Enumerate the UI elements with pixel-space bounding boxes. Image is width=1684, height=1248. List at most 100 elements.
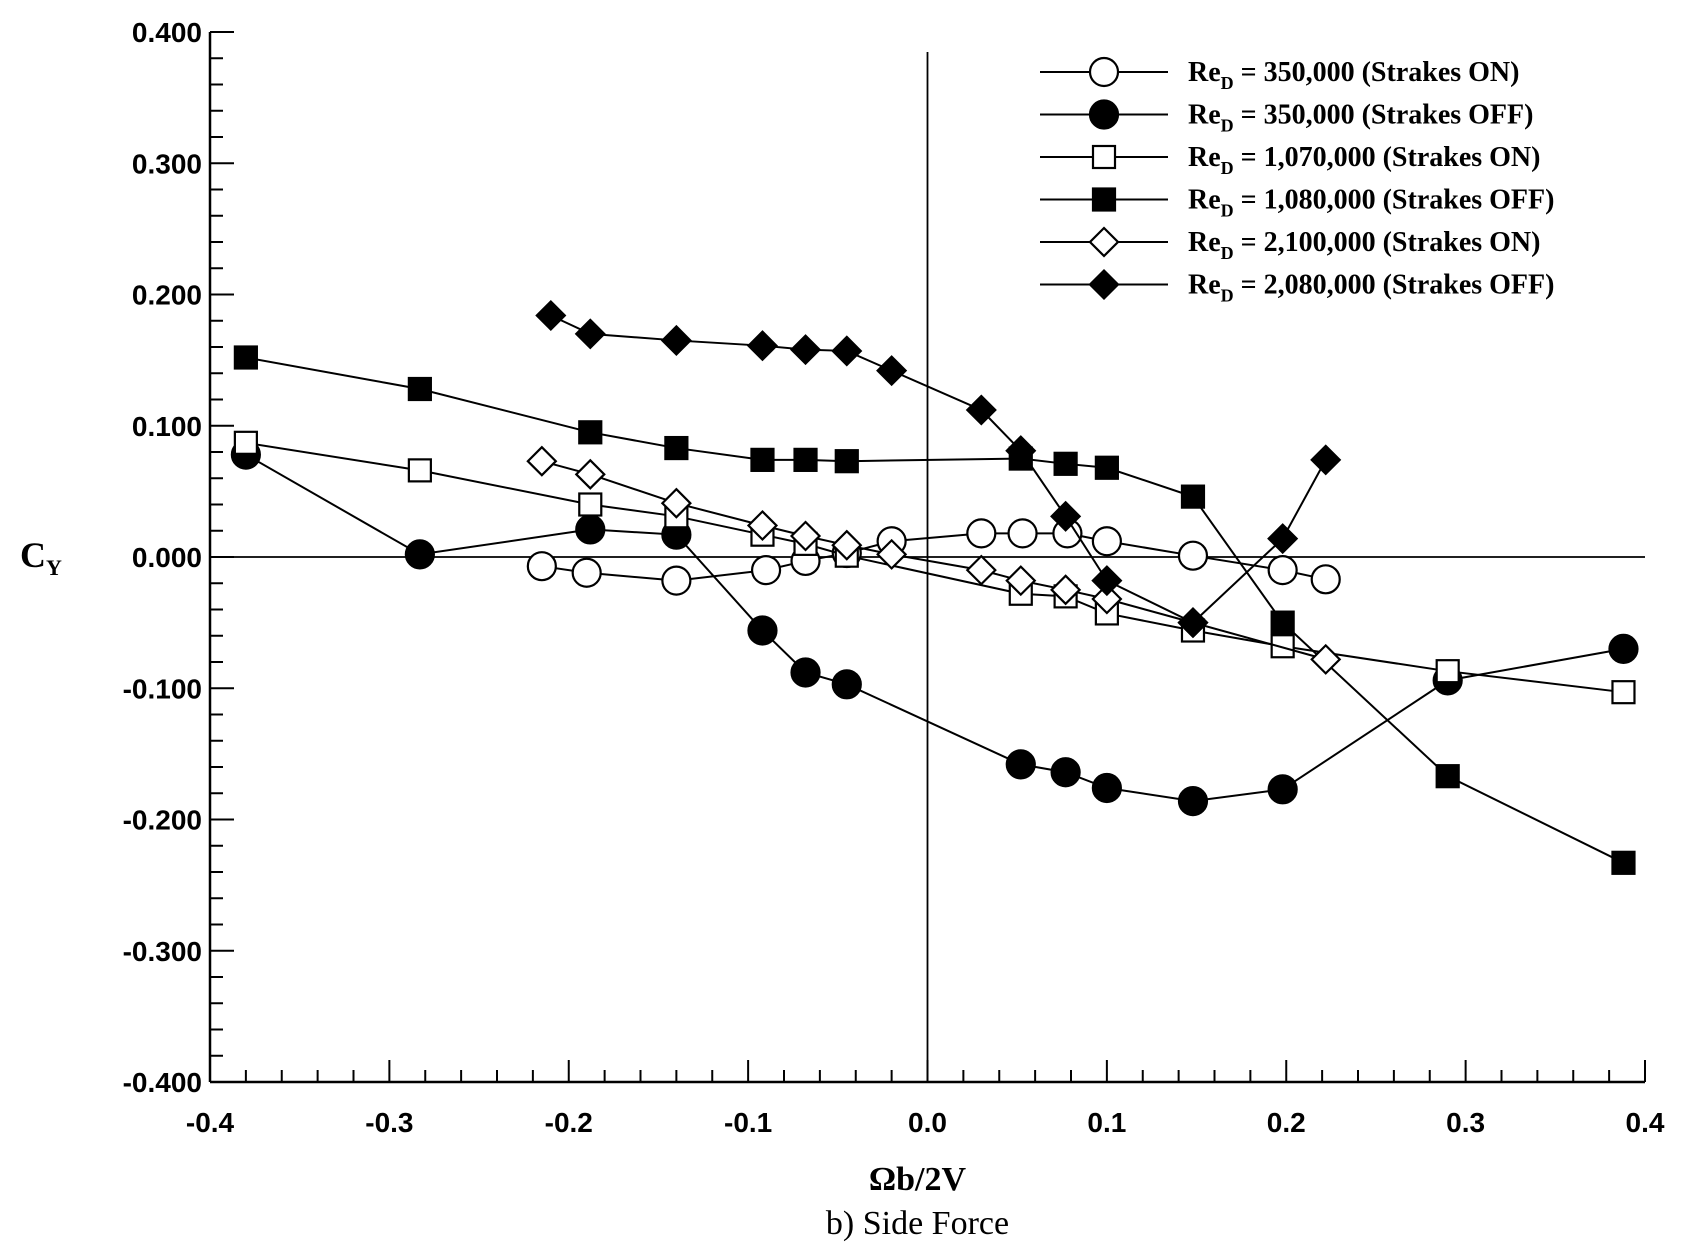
legend: ReD = 350,000 (Strakes ON) ReD = 350,000 … [1040,56,1554,306]
y-tick-label: -0.300 [123,936,202,967]
data-point [1050,574,1082,606]
series-4-line [245,356,1624,864]
x-tick-label: -0.1 [724,1107,772,1138]
chart-caption: b) Side Force [826,1205,1009,1242]
data-point [1050,500,1082,532]
y-tick-label: 0.000 [132,542,202,573]
series-4 [233,345,1636,875]
data-point [1270,634,1295,659]
legend-marker [1088,99,1120,130]
y-axis-label-main: C [20,535,46,575]
data-point [1611,850,1636,875]
data-point [660,487,692,519]
legend-marker [1091,144,1117,170]
data-point [578,420,603,445]
legend-entry-1: ReD = 350,000 (Strakes ON) [1040,56,1519,93]
series-3-line [245,441,1624,694]
data-point [1310,444,1342,476]
data-point [789,520,822,552]
data-point [1091,583,1123,615]
data-point [793,447,818,472]
data-point [1180,484,1206,509]
data-point [407,458,432,483]
legend-entry-4: ReD = 1,080,000 (Strakes OFF) [1040,185,1554,221]
data-point [747,615,778,646]
data-point [831,669,862,700]
legend-marker [1091,187,1117,212]
legend-entry-6: ReD = 2,080,000 (Strakes OFF) [1040,268,1554,306]
data-point [750,555,782,586]
legend-entry-2: ReD = 350,000 (Strakes OFF) [1040,99,1533,136]
data-point [664,435,689,461]
data-point [750,447,775,472]
y-axis-label-sub: Y [46,555,62,580]
y-tick-label: 0.400 [132,17,202,48]
x-axis-label: Ωb/2V [869,1161,967,1198]
x-tick-label: -0.4 [186,1107,235,1138]
data-point [1267,555,1298,586]
x-tick-label: -0.2 [545,1107,593,1138]
legend-label: ReD = 2,080,000 (Strakes OFF) [1188,270,1554,306]
x-tick-label: -0.3 [365,1107,413,1138]
y-tick-label: 0.100 [132,411,202,442]
data-point [965,554,997,586]
data-point [1310,564,1341,595]
data-point [876,355,908,387]
y-tick-label: 0.300 [132,148,202,179]
legend-label: ReD = 1,080,000 (Strakes OFF) [1188,185,1554,221]
data-point [1094,455,1119,480]
data-point [1005,749,1036,780]
data-point [1270,610,1295,635]
data-point [1611,680,1636,705]
data-point [407,376,432,402]
data-point [746,509,779,542]
series-2 [230,439,1639,817]
data-point [233,345,258,370]
series-2-line [245,453,1624,803]
y-tick-label: -0.200 [123,805,202,836]
legend-label: ReD = 350,000 (Strakes OFF) [1188,100,1533,136]
data-point [660,324,692,356]
data-point [571,557,602,588]
data-point [1608,633,1639,664]
data-point [575,514,606,545]
legend-marker [1088,268,1120,301]
legend-label: ReD = 2,100,000 (Strakes ON) [1188,227,1540,263]
data-point [1091,565,1123,597]
y-axis-label: CY [20,535,62,580]
y-tick-label: -0.100 [123,673,202,704]
data-point [1050,757,1081,788]
data-point [1007,518,1038,549]
data-point [790,657,821,688]
data-point [1005,565,1037,597]
series-5-line [541,460,1326,661]
y-tick-label: -0.400 [123,1067,202,1098]
data-point [1435,764,1460,789]
series-1 [526,518,1341,596]
data-point [1177,786,1209,817]
data-point [404,539,435,570]
tick-labels: -0.4 -0.3 -0.2 -0.1 0.0 0.1 0.2 0.3 0.4 0.400 0.30… [123,17,1665,1138]
legend-marker [1088,56,1120,88]
legend-label: ReD = 350,000 (Strakes ON) [1188,57,1519,93]
data-point [831,335,863,367]
data-point [1267,523,1299,555]
series-group [230,299,1639,875]
data-point [526,551,557,582]
data-point [1091,772,1122,804]
data-point [1267,774,1298,805]
data-point [965,394,997,426]
x-tick-label: 0.0 [908,1107,947,1138]
data-point [1005,435,1037,467]
x-tick-label: 0.4 [1626,1107,1665,1138]
x-tick-label: 0.1 [1087,1107,1126,1138]
data-point [574,318,606,350]
data-point [789,334,822,366]
legend-entry-5: ReD = 2,100,000 (Strakes ON) [1040,226,1540,263]
data-point [1310,643,1342,675]
ticks [209,31,1646,1083]
legend-marker [1088,226,1120,258]
data-point [233,430,258,455]
data-point [966,518,997,549]
